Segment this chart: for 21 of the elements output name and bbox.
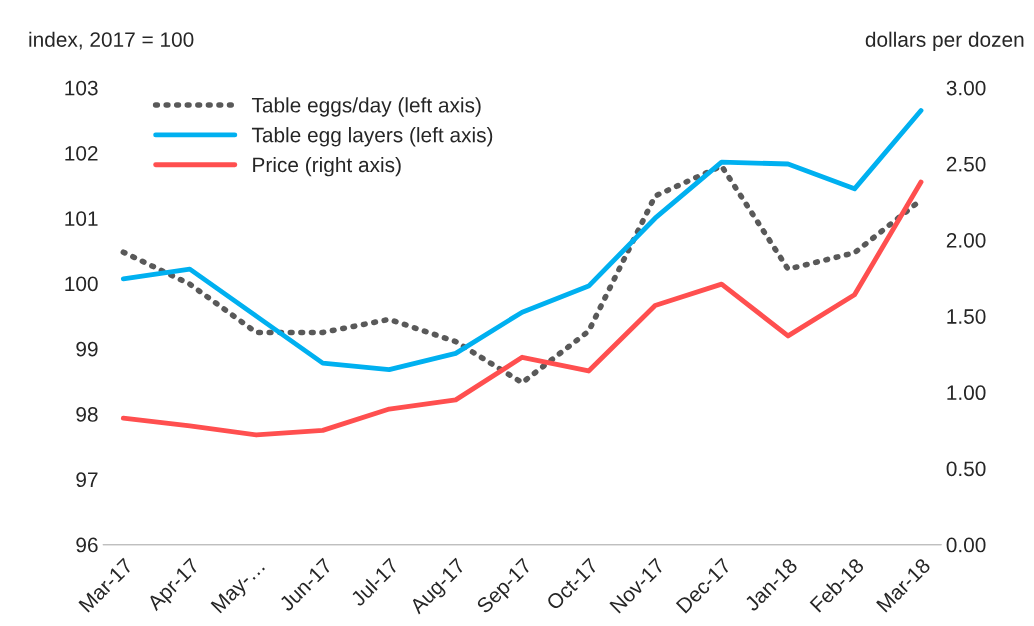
y2-tick-label: 0.50 [946, 461, 986, 477]
line-series [120, 179, 924, 438]
y2-tick-label: 0.00 [946, 537, 986, 553]
y-tick-label: 97 [76, 472, 98, 488]
y-tick-label: 98 [76, 407, 98, 422]
y2-tick-label: 1.00 [947, 385, 986, 401]
y2-tick-label: 1.50 [947, 309, 986, 324]
y-tick-label: 100 [65, 276, 98, 292]
y2-tick-label: 2.00 [946, 232, 986, 248]
y2-tick-label: 3.00 [946, 80, 986, 96]
y-tick-label: 101 [65, 211, 98, 226]
legend-label: Price (right axis) [253, 156, 401, 177]
legend-label: Table eggs/day (left axis) [251, 97, 481, 117]
y-tick-label: 99 [76, 341, 98, 357]
y-tick-label: 102 [65, 145, 98, 161]
legend-label: Table egg layers (left axis) [251, 127, 493, 147]
y-axis-title: index, 2017 = 100 [29, 31, 194, 50]
y2-axis-title: dollars per dozen [865, 31, 1024, 52]
y2-tick-label: 2.50 [946, 156, 986, 172]
y-tick-label: 96 [76, 537, 98, 553]
y-tick-label: 103 [65, 80, 98, 96]
